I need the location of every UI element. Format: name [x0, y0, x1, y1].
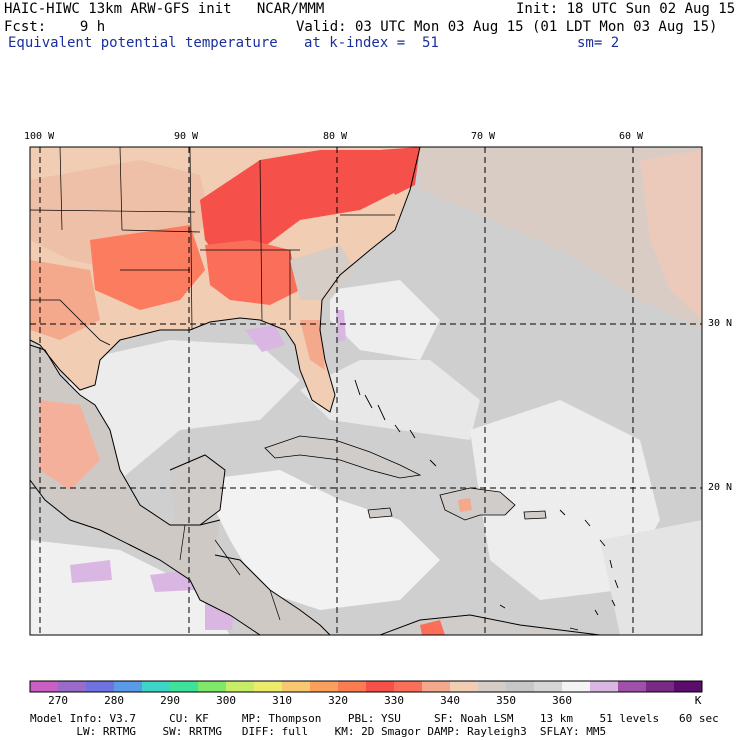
colorbar-label: 270 — [48, 694, 68, 707]
smoothing: sm= 2 — [577, 35, 620, 51]
colorbar-swatch — [86, 681, 115, 692]
colorbar-swatch — [674, 681, 703, 692]
colorbar-swatch — [618, 681, 647, 692]
colorbar-swatch — [366, 681, 395, 692]
colorbar-label: 350 — [496, 694, 516, 707]
colorbar-swatch — [394, 681, 423, 692]
colorbar-label: 300 — [216, 694, 236, 707]
warm-patch-hispaniola — [458, 498, 472, 512]
model-info-line1: Model Info: V3.7 CU: KF MP: Thompson PBL… — [30, 712, 719, 725]
init-time: Init: 18 UTC Sun 02 Aug 15 — [516, 1, 736, 17]
central-america-borders — [179, 524, 281, 621]
forecast-hour: Fcst: 9 h — [4, 19, 106, 35]
lon-tick-80w: 80 W — [323, 131, 348, 142]
warm-region-mexico — [40, 400, 100, 490]
colorbar-swatch — [534, 681, 563, 692]
cuba-land — [264, 435, 422, 479]
colorbar-swatch — [310, 681, 339, 692]
lat-tick-30n: 30 N — [708, 318, 733, 329]
valid-time: Valid: 03 UTC Mon 03 Aug 15 (01 LDT Mon … — [296, 19, 718, 35]
pacific-coast — [29, 479, 261, 636]
us-coastline — [29, 146, 421, 413]
colorbar-swatch — [226, 681, 255, 692]
lon-tick-70w: 70 W — [471, 131, 496, 142]
caribbean-coast-central-america — [214, 554, 331, 636]
colorbar-label: 310 — [272, 694, 292, 707]
light-region-southeast — [600, 520, 702, 635]
colorbar-label: 290 — [160, 694, 180, 707]
yucatan-land — [170, 455, 225, 525]
lon-tick-100w: 100 W — [24, 131, 55, 142]
lat-lon-grid — [30, 147, 702, 635]
model-info-line2: LW: RRTMG SW: RRTMG DIFF: full KM: 2D Sm… — [30, 725, 607, 738]
colorbar-swatch — [58, 681, 87, 692]
colorbar-swatch — [114, 681, 143, 692]
colorbar-swatch — [198, 681, 227, 692]
colorbar-swatch — [450, 681, 479, 692]
warm-region-southeast — [205, 240, 300, 305]
central-america-land — [190, 555, 330, 635]
warm-region-texas — [90, 225, 205, 310]
colorbar-swatch — [422, 681, 451, 692]
lon-tick-60w: 60 W — [619, 131, 644, 142]
colorbar-label: 360 — [552, 694, 572, 707]
level-index: at k-index = 51 — [304, 35, 439, 51]
colorbar-swatch — [170, 681, 199, 692]
carolinas-region — [290, 245, 355, 300]
puerto-rico-land — [523, 510, 547, 520]
state-lines — [29, 146, 395, 331]
warm-region-ohio-valley — [200, 150, 400, 260]
colorbar-swatch — [478, 681, 507, 692]
purple-patch-florida — [336, 310, 346, 342]
tan-region-far-east — [640, 150, 702, 320]
mexico-gulf-coast — [29, 344, 221, 526]
colorbar-swatch — [142, 681, 171, 692]
colorbar-label: 340 — [440, 694, 460, 707]
title-line: HAIC-HIWC 13km ARW-GFS init NCAR/MMM — [4, 1, 325, 17]
colorbar-swatch — [254, 681, 283, 692]
mexico-land — [30, 345, 220, 580]
islands — [354, 379, 619, 631]
us-mexico-border — [30, 299, 111, 346]
colorbar-label: K — [694, 694, 702, 707]
colorbar-swatch — [30, 681, 59, 692]
colorbar-swatch — [338, 681, 367, 692]
colorbar — [29, 680, 703, 693]
colorbar-label: 280 — [104, 694, 124, 707]
colorbar-swatch — [590, 681, 619, 692]
colorbar-label: 330 — [384, 694, 404, 707]
warm-region-west-texas — [30, 260, 100, 340]
colorbar-label: 320 — [328, 694, 348, 707]
colorbar-swatch — [646, 681, 675, 692]
warm-patch-colombia — [420, 620, 445, 635]
colorbar-frame — [29, 680, 703, 693]
borders — [29, 146, 601, 636]
hispaniola-land — [439, 487, 516, 521]
colorbar-swatch — [282, 681, 311, 692]
lon-tick-90w: 90 W — [174, 131, 199, 142]
field-name: Equivalent potential temperature — [8, 35, 278, 51]
purple-patch-gulf — [245, 325, 285, 352]
warm-region-northeast — [380, 147, 420, 195]
colorbar-swatch — [506, 681, 535, 692]
lat-tick-20n: 20 N — [708, 482, 733, 493]
jamaica-land — [367, 507, 393, 519]
light-region-caribbean — [200, 470, 440, 610]
map-frame — [29, 146, 703, 636]
purple-patch-pacific-1 — [70, 560, 112, 583]
yucatan-coast — [169, 454, 226, 526]
light-region-bahamas — [300, 360, 480, 440]
florida-warm — [300, 320, 325, 370]
tan-region-northeast — [420, 147, 702, 330]
colorbar-swatch — [562, 681, 591, 692]
light-region-atlantic — [330, 280, 440, 360]
south-america-coast — [379, 614, 601, 636]
